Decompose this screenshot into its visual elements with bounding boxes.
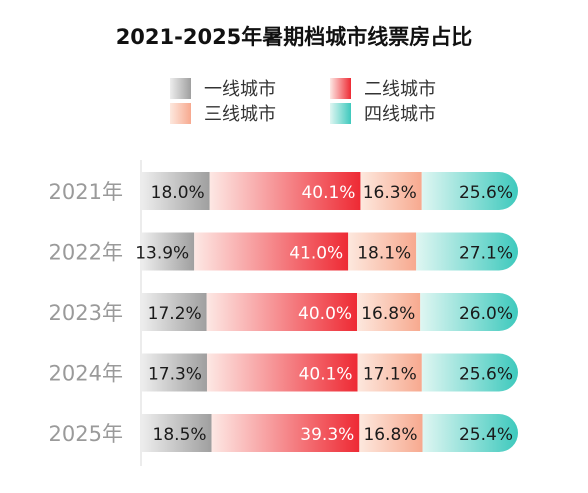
bar-segment-4 (421, 172, 518, 210)
data-label: 40.1% (301, 183, 355, 203)
data-label: 40.1% (299, 365, 353, 385)
data-label: 25.6% (459, 183, 513, 203)
bar-segment-2 (206, 293, 358, 331)
legend-swatch-3 (170, 103, 191, 124)
bar-segment-1 (142, 414, 212, 452)
bar-segment-3 (360, 172, 422, 210)
bar-segment-4 (420, 293, 518, 331)
data-label: 41.0% (289, 244, 343, 264)
chart-title: 2021-2025年暑期档城市线票房占比 (116, 25, 473, 49)
bar-segment-1 (142, 172, 210, 210)
category-label: 2024年 (49, 362, 123, 386)
category-label: 2023年 (49, 301, 123, 325)
data-label: 17.2% (148, 304, 202, 324)
data-label: 18.0% (151, 183, 205, 203)
legend-label-2: 二线城市 (364, 79, 436, 100)
legend-swatch-4 (330, 103, 351, 124)
bar-segment-1 (142, 353, 207, 392)
bar-segment-2 (211, 414, 360, 452)
bars-group: 2021年 18.0% 40.1% 16.3% 25.6% 2022年 13.9% 41.0%… (49, 172, 518, 452)
legend-label-4: 四线城市 (364, 104, 436, 125)
data-label: 39.3% (300, 425, 354, 445)
bar-segment-3 (348, 232, 417, 271)
bar-segment-2 (194, 232, 349, 271)
bar-segment-3 (357, 293, 421, 331)
data-label: 25.6% (459, 365, 513, 385)
legend-swatch-1 (170, 78, 191, 99)
data-label: 17.1% (363, 365, 417, 385)
data-label: 26.0% (459, 304, 513, 324)
bar-segment-2 (206, 353, 358, 392)
bar-segment-4 (422, 414, 518, 452)
data-label: 16.8% (363, 425, 417, 445)
bar-segment-1 (142, 293, 207, 331)
legend-label-3: 三线城市 (204, 104, 276, 125)
category-label: 2021年 (49, 180, 123, 204)
bar-segment-3 (359, 414, 423, 452)
data-label: 18.1% (357, 244, 411, 264)
data-label: 40.0% (298, 304, 352, 324)
bar-segment-1 (142, 232, 195, 271)
bar-segment-3 (357, 353, 422, 392)
data-label: 13.9% (135, 244, 189, 264)
bar-segment-4 (416, 232, 518, 271)
category-label: 2025年 (49, 422, 123, 446)
data-label: 25.4% (459, 425, 513, 445)
data-label: 18.5% (153, 425, 207, 445)
data-label: 16.8% (361, 304, 415, 324)
data-label: 16.3% (363, 183, 417, 203)
bar-segment-4 (421, 353, 518, 392)
bar-segment-2 (209, 172, 361, 210)
category-label: 2022年 (49, 241, 123, 265)
legend-swatch-2 (330, 78, 351, 99)
data-label: 27.1% (459, 244, 513, 264)
data-label: 17.3% (148, 365, 202, 385)
legend-label-1: 一线城市 (204, 79, 276, 100)
